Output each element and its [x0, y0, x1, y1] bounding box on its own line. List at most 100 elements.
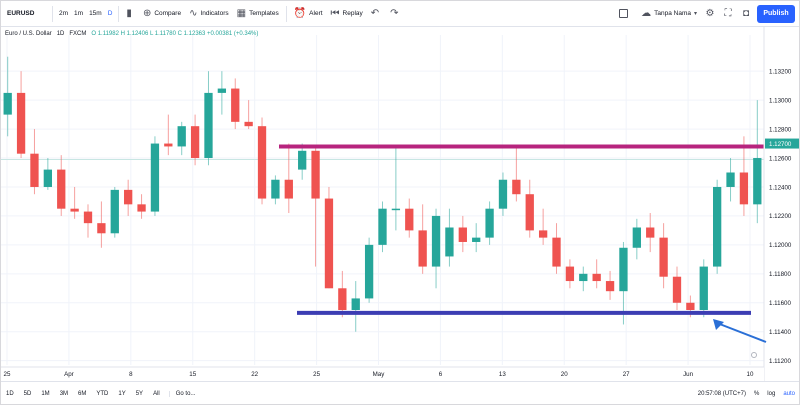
candle-body: [632, 227, 641, 248]
templates-icon: ▦: [236, 8, 247, 19]
x-tick-label: Apr: [64, 371, 74, 378]
layout-name: Tanpa Nama: [654, 10, 691, 17]
candle-body: [726, 172, 735, 187]
candle-body: [378, 208, 387, 245]
symbol-search[interactable]: EURUSD: [7, 10, 35, 17]
fullscreen-toggle[interactable]: ⛶: [719, 1, 737, 27]
redo-button[interactable]: ↷: [386, 1, 405, 27]
alert-label: Alert: [309, 10, 323, 17]
scroll-marker: [751, 352, 757, 358]
candle-body: [472, 237, 481, 242]
candle-body: [686, 302, 695, 310]
candle-body: [190, 126, 200, 159]
candle-body: [57, 169, 66, 209]
candle-body: [164, 143, 173, 147]
axes: 1.13200 1.13000 1.12800 1.12600 1.12400 1.122…: [1, 27, 799, 381]
candle-body: [739, 172, 749, 205]
candle-body: [538, 230, 548, 238]
x-tick-label: 8: [129, 371, 133, 378]
candle-body: [43, 169, 53, 187]
interval-2m[interactable]: 2m: [59, 10, 69, 17]
layout-menu[interactable]: ☁ Tanpa Nama ▾: [637, 1, 701, 27]
range-all[interactable]: All: [153, 391, 160, 397]
candle-body: [672, 276, 682, 303]
candles: [3, 56, 762, 332]
range-3m[interactable]: 3M: [59, 391, 69, 397]
x-tick-label: 13: [499, 371, 506, 378]
fullscreen-button[interactable]: [610, 1, 637, 27]
range-5y[interactable]: 5Y: [135, 391, 144, 397]
gear-icon: ⚙: [705, 8, 715, 19]
range-ytd[interactable]: YTD: [96, 391, 109, 397]
indicators-button[interactable]: ∿ Indicators: [185, 1, 233, 27]
candle-body: [431, 215, 441, 267]
undo-button[interactable]: ↶: [367, 1, 386, 27]
percent-scale-toggle[interactable]: %: [753, 391, 760, 397]
x-tick-label: 25: [4, 371, 11, 378]
expand-icon: ⛶: [724, 8, 732, 19]
candle-body: [579, 273, 588, 282]
candle-body: [324, 198, 334, 289]
interval-15m[interactable]: 15m: [89, 10, 102, 17]
time-axis-panel: [1, 367, 764, 381]
range-1y[interactable]: 1Y: [118, 391, 126, 397]
price-chart[interactable]: 1.13200 1.13000 1.12800 1.12600 1.12400 1.122…: [1, 27, 800, 381]
y-tick-label: 1.11800: [769, 271, 791, 278]
templates-label: Templates: [249, 10, 279, 17]
current-price-tag: [765, 138, 799, 149]
clock-time[interactable]: 20:57:08 (UTC+7): [697, 391, 746, 397]
candle-body: [405, 208, 414, 231]
compare-button[interactable]: ⊕ Compare: [139, 1, 185, 27]
candle-body: [552, 237, 561, 267]
replay-button[interactable]: ⏮ Replay: [327, 1, 367, 27]
price-axis-panel: [764, 27, 799, 381]
y-tick-label: 1.12600: [769, 155, 792, 162]
x-tick-label: Jun: [683, 371, 694, 378]
x-tick-label: 15: [189, 371, 196, 378]
interval-1m[interactable]: 1m: [74, 10, 84, 17]
candle-body: [619, 247, 628, 292]
x-tick-label: 22: [251, 371, 258, 378]
log-scale-toggle[interactable]: log: [767, 391, 776, 397]
candle-body: [231, 88, 240, 122]
goto-button[interactable]: Go to...: [168, 391, 202, 397]
chart-area[interactable]: 1.13200 1.13000 1.12800 1.12600 1.12400 1.122…: [1, 27, 800, 381]
snapshot-button[interactable]: ◘: [737, 1, 755, 27]
candle-body: [498, 179, 508, 209]
alarm-clock-icon: ⏰: [293, 8, 307, 19]
range-1m[interactable]: 1M: [41, 391, 50, 397]
x-tick-label: 6: [439, 371, 443, 378]
auto-scale-toggle[interactable]: auto: [783, 391, 795, 397]
candle-body: [525, 194, 534, 231]
chart-legend: Euro / U.S. Dollar 1D FXCM O 1.11982 H 1…: [5, 31, 258, 37]
candle-body: [364, 244, 374, 299]
candle-body: [311, 150, 320, 199]
candle-body: [124, 189, 133, 205]
publish-button[interactable]: Publish: [757, 4, 795, 23]
candle-body: [204, 92, 213, 159]
candle-body: [418, 230, 427, 267]
range-1d[interactable]: 1D: [6, 391, 14, 397]
candle-body: [97, 223, 106, 234]
interval-d[interactable]: D: [107, 10, 113, 17]
candle-body: [83, 211, 93, 224]
candle-body: [338, 288, 347, 310]
candle-body: [565, 266, 575, 282]
templates-button[interactable]: ▦ Templates: [233, 1, 283, 27]
range-6m[interactable]: 6M: [78, 391, 87, 397]
divider: [118, 5, 120, 22]
range-5d[interactable]: 5D: [23, 391, 32, 397]
alert-button[interactable]: ⏰ Alert: [290, 1, 327, 27]
y-tick-label: 1.11600: [769, 300, 791, 307]
legend-interval: 1D: [56, 31, 65, 37]
bottom-toolbar: 1D 5D 1M 3M 6M YTD 1Y 5Y All Go to... 20…: [1, 381, 799, 404]
chart-style-button[interactable]: ▮: [122, 1, 139, 27]
candle-body: [753, 158, 762, 205]
levels: [279, 144, 785, 315]
undo-icon: ↶: [370, 8, 380, 19]
y-tick-label: 1.12400: [769, 184, 792, 191]
candle-body: [351, 298, 360, 310]
x-tick-label: 20: [561, 371, 568, 378]
candles-icon: ▮: [126, 8, 132, 19]
settings-button[interactable]: ⚙: [701, 1, 719, 27]
